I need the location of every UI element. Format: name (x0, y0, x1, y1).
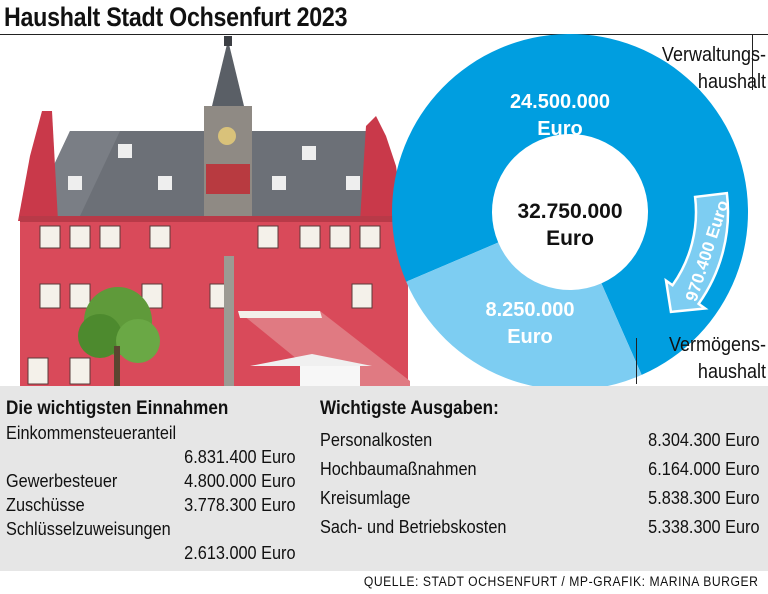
vermoegenshaushalt-label: Vermögens- haushalt (642, 332, 766, 386)
source-credit: QUELLE: STADT OCHSENFURT / MP-GRAFIK: MA… (363, 574, 758, 589)
ausgaben-row: Kreisumlage 5.838.300 Euro (320, 483, 760, 512)
einnahmen-column: Die wichtigsten Einnahmen Einkommensteue… (6, 386, 296, 565)
ausgaben-label: Hochbaumaßnahmen (320, 458, 477, 479)
ausgaben-label: Kreisumlage (320, 487, 411, 508)
budget-donut-chart: 24.500.000 Euro 32.750.000 Euro 8.250.000 Eur… (390, 34, 768, 391)
slice-vermoegenshaushalt (406, 242, 642, 391)
vermoegen-bracket (636, 338, 637, 384)
ausgaben-value: 5.338.300 Euro (648, 516, 760, 537)
einnahmen-row-value: 6.831.400 Euro (6, 445, 296, 469)
einnahmen-label: Schlüsselzuweisungen (6, 518, 171, 539)
verwaltungshaushalt-unit: Euro (537, 118, 583, 140)
ausgaben-label: Personalkosten (320, 429, 433, 450)
ausgaben-value: 6.164.000 Euro (648, 458, 760, 479)
einnahmen-row: Einkommensteueranteil (6, 421, 296, 445)
total-unit: Euro (546, 227, 594, 250)
vermoegenshaushalt-unit: Euro (507, 326, 553, 348)
einnahmen-value: 4.800.000 Euro (184, 470, 296, 491)
ausgaben-value: 8.304.300 Euro (648, 429, 760, 450)
verwaltungshaushalt-label: Verwaltungs- haushalt (642, 42, 766, 96)
einnahmen-label: Zuschüsse (6, 494, 85, 515)
page-title: Haushalt Stadt Ochsenfurt 2023 (4, 2, 348, 32)
slice-verwaltungshaushalt (392, 34, 748, 375)
einnahmen-value: 6.831.400 Euro (184, 446, 296, 467)
verwaltungshaushalt-label-line2: haushalt (697, 71, 766, 93)
einnahmen-label: Einkommensteueranteil (6, 422, 177, 443)
einnahmen-label: Gewerbesteuer (6, 470, 118, 491)
einnahmen-heading: Die wichtigsten Einnahmen (6, 398, 229, 419)
ausgaben-heading: Wichtigste Ausgaben: (320, 398, 499, 419)
vermoegenshaushalt-label-line2: haushalt (697, 361, 766, 383)
vermoegenshaushalt-value: 8.250.000 (486, 299, 575, 321)
ausgaben-row: Sach- und Betriebskosten 5.338.300 Euro (320, 512, 760, 541)
verwaltungshaushalt-value: 24.500.000 (510, 91, 610, 113)
vermoegenshaushalt-label-line1: Vermögens- (668, 334, 766, 356)
verwaltung-bracket (752, 35, 753, 90)
ausgaben-column: Wichtigste Ausgaben: Personalkosten 8.304… (320, 386, 760, 541)
einnahmen-row: Zuschüsse 3.778.300 Euro (6, 493, 296, 517)
total-value: 32.750.000 (517, 200, 622, 223)
einnahmen-row-value: 2.613.000 Euro (6, 541, 296, 565)
einnahmen-value: 3.778.300 Euro (184, 494, 296, 515)
ausgaben-label: Sach- und Betriebskosten (320, 516, 507, 537)
donut-svg: 24.500.000 Euro 32.750.000 Euro 8.250.000 Eur… (392, 34, 748, 391)
einnahmen-row: Gewerbesteuer 4.800.000 Euro (6, 469, 296, 493)
budget-details-panel: Die wichtigsten Einnahmen Einkommensteue… (0, 386, 768, 571)
einnahmen-list: Einkommensteueranteil 6.831.400 Euro Gewer… (6, 421, 296, 565)
einnahmen-value: 2.613.000 Euro (184, 542, 296, 563)
ausgaben-value: 5.838.300 Euro (648, 487, 760, 508)
transfer-arrow (664, 191, 730, 314)
ausgaben-list: Personalkosten 8.304.300 Euro Hochbaumaßna… (320, 425, 760, 541)
einnahmen-row: Schlüsselzuweisungen (6, 517, 296, 541)
ausgaben-row: Hochbaumaßnahmen 6.164.000 Euro (320, 454, 760, 483)
ausgaben-row: Personalkosten 8.304.300 Euro (320, 425, 760, 454)
title-divider (0, 34, 768, 35)
town-hall-photo (0, 36, 420, 386)
verwaltungshaushalt-label-line1: Verwaltungs- (661, 44, 766, 66)
